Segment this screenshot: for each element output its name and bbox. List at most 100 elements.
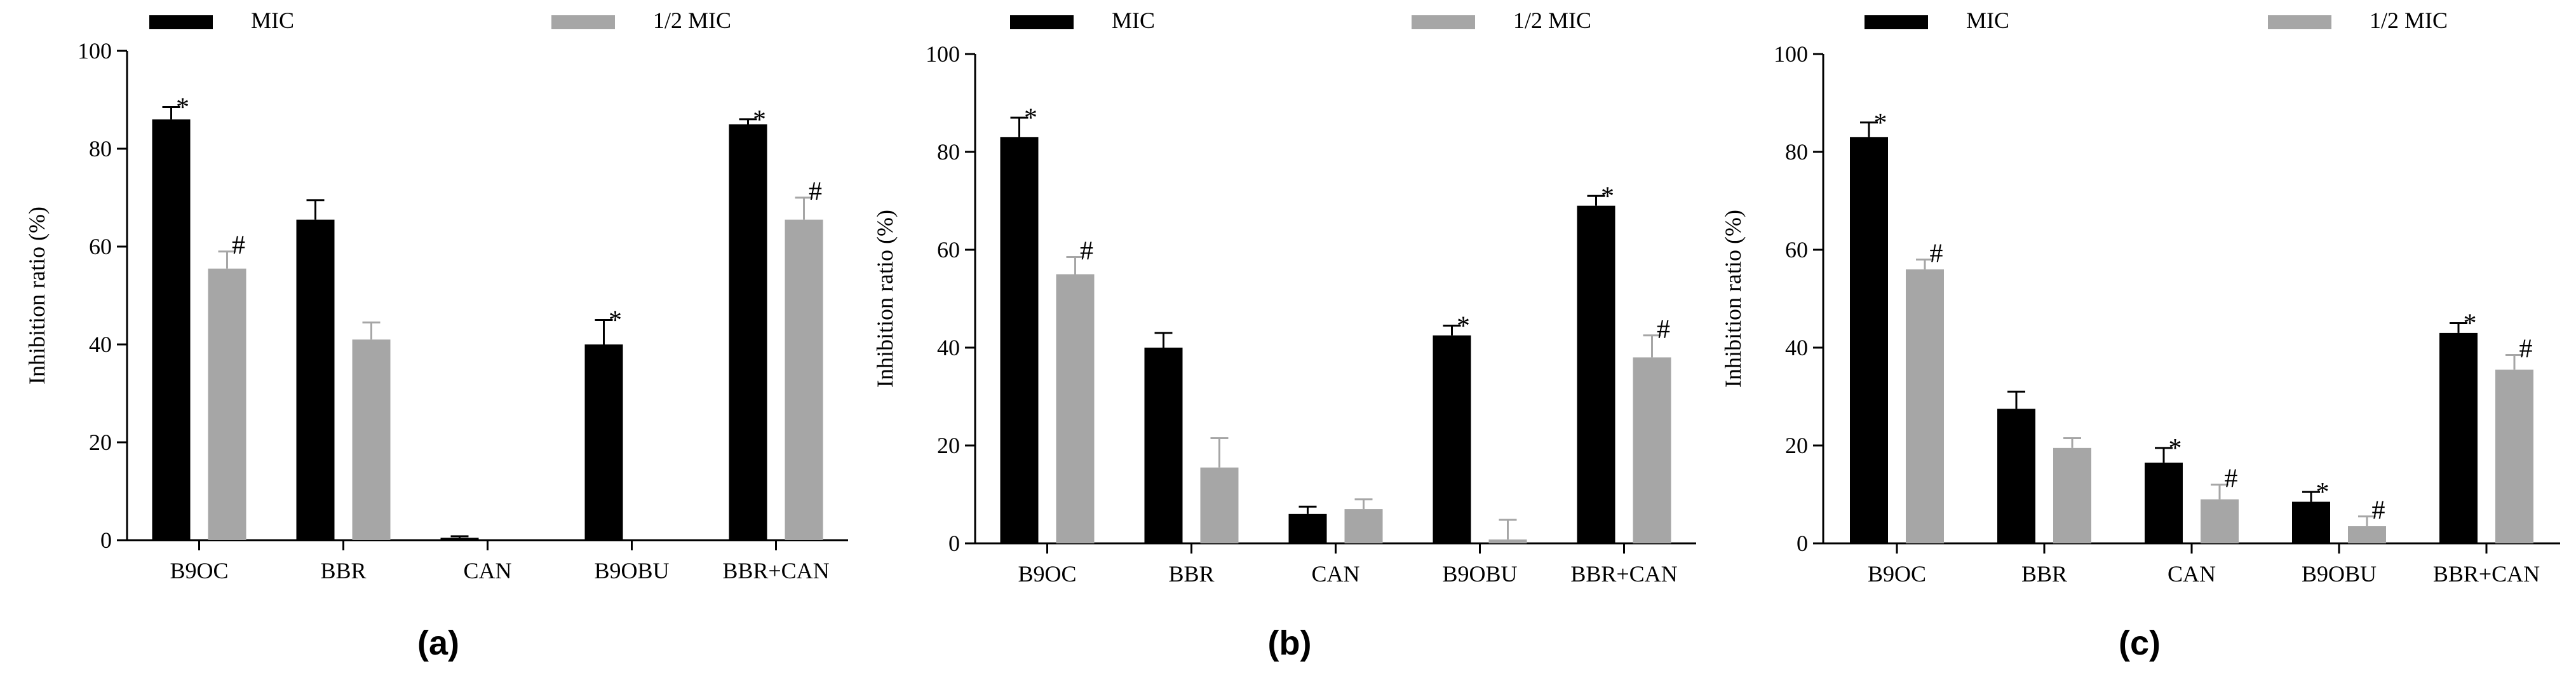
x-tick-label: CAN [2168,561,2216,587]
x-tick-label: CAN [1311,561,1359,587]
significance-marker: # [1930,239,1943,268]
bar-half-mic [2201,499,2239,543]
bar-mic [1433,335,1471,543]
legend-swatch-half-mic [1412,15,1475,29]
significance-marker: # [2519,335,2533,364]
x-tick-label: B9OBU [594,558,669,583]
y-tick-label: 0 [948,531,960,556]
y-tick-label: 40 [1785,335,1808,360]
bar-half-mic [1056,274,1095,543]
significance-marker: * [176,93,189,123]
bar-mic [584,344,623,540]
x-tick-label: BBR [1168,561,1214,587]
y-tick-label: 80 [89,136,112,161]
bar-mic [1288,513,1327,543]
significance-marker: * [1874,109,1887,138]
bar-mic [1000,137,1039,543]
bar-mic [1997,409,2035,543]
y-tick-label: 60 [1785,237,1808,262]
significance-marker: * [753,105,766,135]
x-tick-label: BBR [2021,561,2067,587]
bar-half-mic [1344,509,1383,543]
significance-marker: # [232,231,245,261]
legend-label-half-mic: 1/2 MIC [653,8,731,33]
bar-half-mic [2053,447,2091,543]
legend-label-mic: MIC [1966,8,2009,33]
bar-half-mic [352,339,391,540]
significance-marker: # [1080,237,1093,266]
panel-label: (c) [2119,624,2161,662]
y-tick-label: 20 [89,430,112,455]
legend-label-mic: MIC [1112,8,1155,33]
x-tick-label: B9OBU [1442,561,1517,587]
x-tick-label: B9OBU [2302,561,2377,587]
bar-mic [1577,205,1615,543]
y-tick-label: 40 [937,335,960,360]
y-tick-label: 0 [1797,531,1808,556]
bar-half-mic [1200,467,1239,543]
bar-mic [2439,332,2478,543]
y-tick-label: 80 [937,139,960,165]
bar-mic [1850,137,1888,543]
chart-panel-1: 0 20 40 60 80 100 Inhibition ratio (%) B9OC * # BB… [24,8,848,662]
significance-marker: # [2225,465,2238,494]
significance-marker: * [2169,434,2182,463]
chart-panel-2: 0 20 40 60 80 100 Inhibition ratio (%) B9OC * # BB… [872,8,1696,662]
chart-panel-3: 0 20 40 60 80 100 Inhibition ratio (%) B9OC * # BB… [1720,8,2560,662]
bar-half-mic [208,268,246,540]
legend-label-half-mic: 1/2 MIC [2370,8,2448,33]
y-axis-label: Inhibition ratio (%) [872,210,898,388]
legend-label-half-mic: 1/2 MIC [1513,8,1591,33]
legend-swatch-mic [149,15,213,29]
x-tick-label: B9OC [1868,561,1926,587]
x-tick-label: B9OC [1018,561,1076,587]
bar-mic [2292,501,2330,543]
legend-swatch-mic [1865,15,1928,29]
y-tick-label: 60 [89,234,112,259]
bar-half-mic [1906,269,1944,543]
panel-label: (a) [417,624,459,662]
bar-mic [1144,348,1183,543]
y-tick-label: 100 [78,38,112,64]
legend-label-mic: MIC [251,8,294,33]
y-tick-label: 0 [100,527,112,553]
legend-swatch-half-mic [551,15,615,29]
y-axis-label: Inhibition ratio (%) [24,207,50,384]
bar-half-mic [1488,539,1527,543]
significance-marker: # [1657,315,1670,344]
y-tick-label: 40 [89,332,112,357]
y-tick-label: 100 [1774,41,1808,67]
bar-mic [152,119,191,541]
x-tick-label: CAN [463,558,511,583]
bar-half-mic [2348,526,2386,543]
y-tick-label: 20 [1785,433,1808,458]
significance-marker: * [1601,182,1614,211]
legend-swatch-mic [1010,15,1074,29]
bar-mic [296,219,335,540]
x-tick-label: BBR+CAN [1570,561,1677,587]
y-tick-label: 60 [937,237,960,262]
x-tick-label: BBR+CAN [2433,561,2540,587]
significance-marker: * [2316,478,2330,507]
significance-marker: * [2464,309,2477,339]
bar-mic [440,538,479,540]
y-tick-label: 100 [926,41,960,67]
bar-mic [2145,462,2183,543]
legend-swatch-half-mic [2268,15,2331,29]
x-tick-label: BBR+CAN [722,558,829,583]
panel-label: (b) [1268,624,1312,662]
bar-half-mic [1633,357,1671,543]
bar-half-mic [2495,369,2533,543]
significance-marker: * [1024,104,1037,133]
x-tick-label: B9OC [170,558,228,583]
x-tick-label: BBR [320,558,366,583]
bar-half-mic [785,219,823,540]
y-axis-label: Inhibition ratio (%) [1720,210,1746,388]
significance-marker: # [809,177,822,207]
y-tick-label: 80 [1785,139,1808,165]
significance-marker: * [1457,311,1470,341]
y-tick-label: 20 [937,433,960,458]
significance-marker: # [2372,496,2385,526]
bar-mic [729,124,767,540]
